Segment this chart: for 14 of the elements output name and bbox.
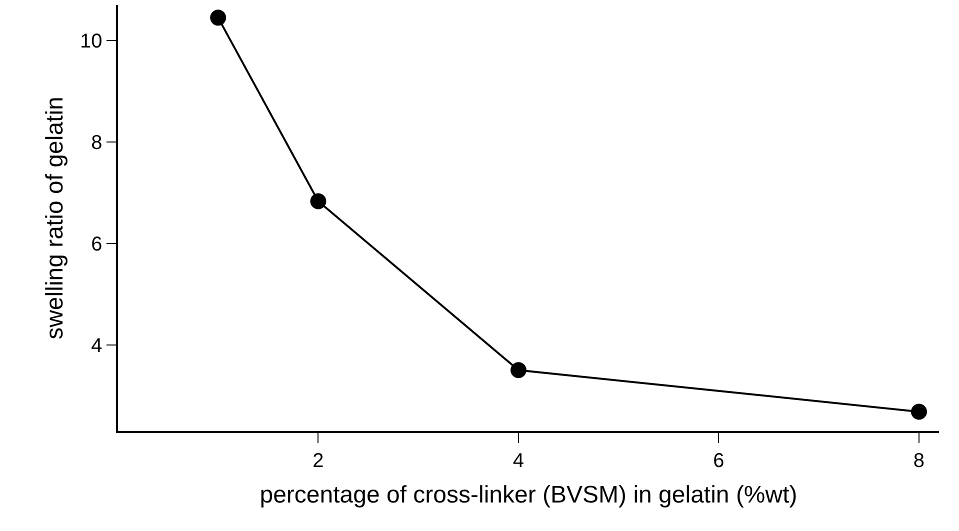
y-axis-title: swelling ratio of gelatin [42, 96, 69, 340]
x-tick-label: 2 [312, 450, 324, 472]
point [910, 404, 927, 420]
x-tick-label: 4 [512, 450, 524, 472]
point [310, 193, 326, 210]
x-tick-label: 6 [713, 450, 724, 472]
y-tick-label: 6 [91, 233, 102, 256]
y-tick-label: 8 [91, 132, 102, 154]
point [210, 10, 226, 26]
point [510, 362, 526, 378]
x-axis-title: percentage of cross-linker (BVSM) in gelatin (%wt) [260, 482, 798, 509]
y-tick-label: 10 [80, 30, 102, 52]
y-tick-label: 4 [91, 334, 102, 357]
x-tick-label: 8 [913, 450, 925, 472]
